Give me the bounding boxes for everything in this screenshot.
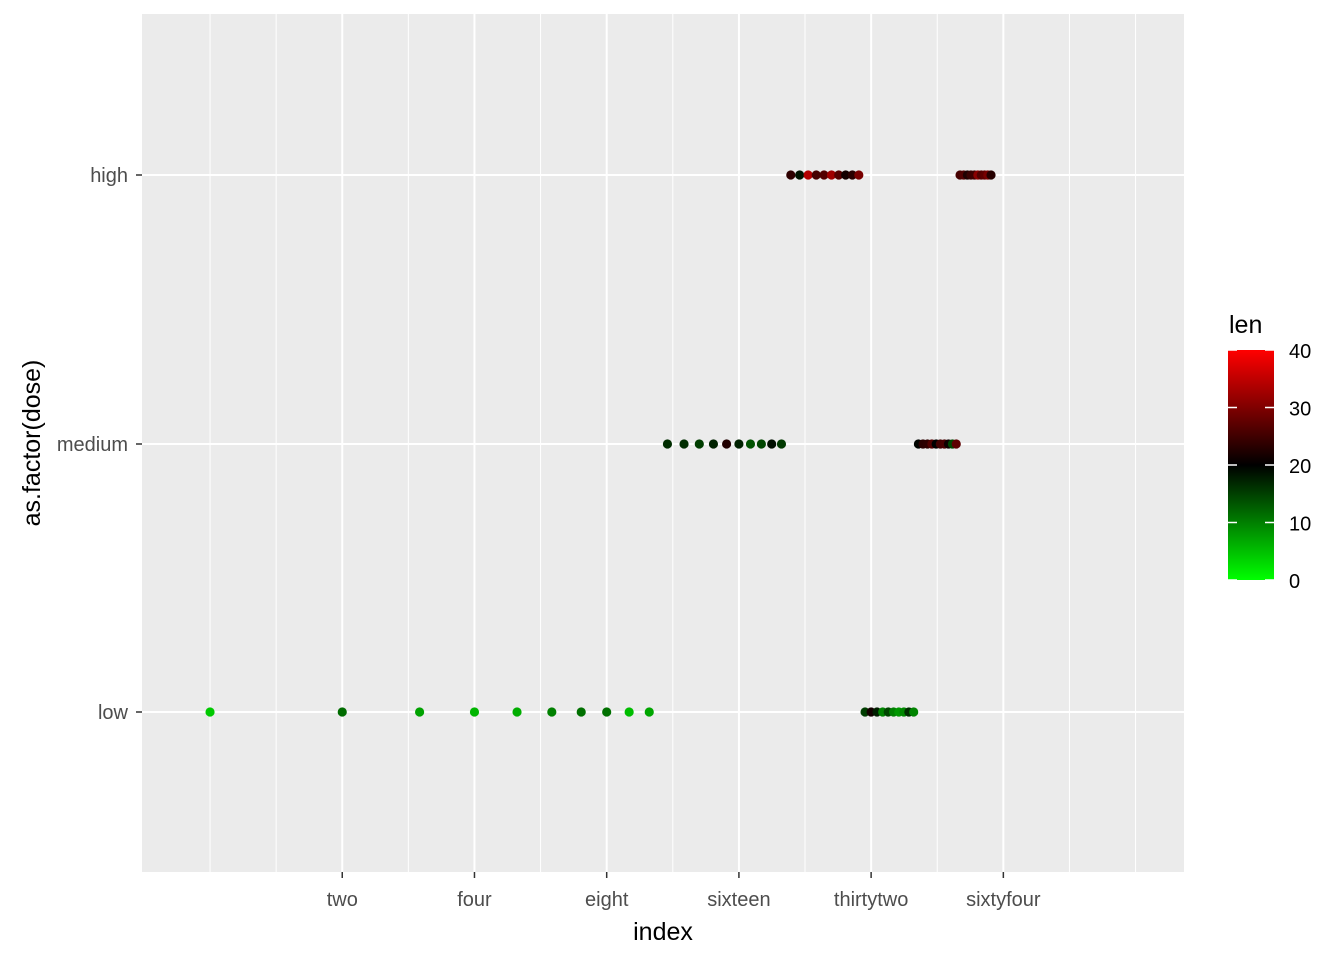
data-point: [721, 439, 732, 449]
data-point: [547, 707, 557, 717]
y-tick-label: high: [90, 165, 128, 187]
y-tick-label: medium: [57, 434, 128, 456]
data-point: [602, 707, 612, 717]
data-point: [337, 707, 347, 717]
data-point: [803, 170, 813, 180]
data-point: [767, 439, 777, 449]
data-point: [679, 439, 689, 449]
data-points: [205, 170, 996, 717]
data-point: [795, 170, 805, 180]
data-point: [786, 170, 796, 180]
data-point: [662, 439, 673, 449]
legend-tick-label: 10: [1289, 514, 1311, 536]
data-point: [756, 439, 766, 449]
x-tick-label: eight: [585, 889, 629, 911]
data-point: [826, 170, 837, 180]
data-point: [708, 439, 719, 449]
data-point: [576, 707, 586, 717]
grid-lines: [142, 14, 1184, 872]
data-point: [847, 170, 857, 180]
data-point: [694, 439, 704, 449]
y-tick-label: low: [98, 702, 129, 724]
legend-title: len: [1229, 311, 1262, 339]
data-point: [854, 170, 864, 180]
data-point: [624, 707, 634, 717]
color-legend: len 0 10 20 30 40: [1228, 311, 1311, 593]
legend-tick-label: 30: [1289, 399, 1311, 421]
x-tick-label: four: [457, 889, 492, 911]
data-point: [205, 707, 215, 717]
y-axis-title: as.factor(dose): [18, 360, 46, 527]
data-point: [776, 439, 787, 449]
legend-tick-label: 20: [1289, 456, 1311, 478]
data-point: [811, 170, 821, 180]
legend-tick-label: 0: [1289, 571, 1300, 593]
data-point: [745, 439, 756, 449]
data-point: [834, 170, 844, 180]
data-point: [469, 707, 480, 717]
x-tick-label: sixtyfour: [966, 889, 1041, 911]
data-point: [841, 170, 851, 180]
x-tick-label: two: [327, 889, 358, 911]
data-point: [644, 707, 654, 717]
legend-tick-label: 40: [1289, 341, 1311, 363]
data-point: [909, 707, 919, 717]
x-tick-label: sixteen: [707, 889, 770, 911]
data-point: [819, 170, 829, 180]
legend-ticks: 0 10 20 30 40: [1228, 341, 1311, 593]
data-point: [951, 439, 961, 449]
data-point: [986, 170, 996, 180]
axes: two four eight sixteen thirtytwo sixtyfour low…: [57, 165, 1041, 911]
data-point: [512, 707, 522, 717]
data-point: [414, 707, 425, 717]
data-point: [734, 439, 744, 449]
x-tick-label: thirtytwo: [834, 889, 908, 911]
x-axis-title: index: [633, 918, 693, 946]
